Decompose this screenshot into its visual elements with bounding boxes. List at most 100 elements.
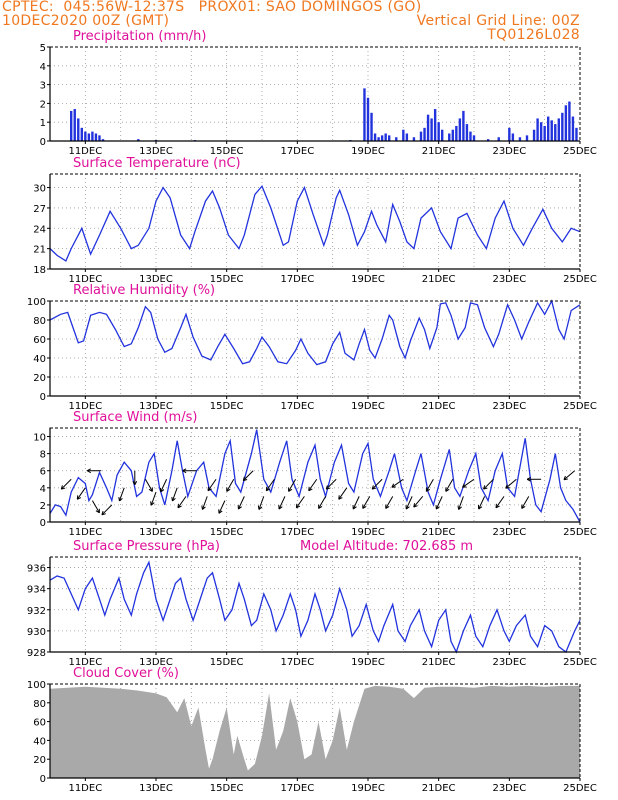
y-tick-label: 80 bbox=[33, 316, 46, 327]
precip-bar bbox=[73, 109, 76, 141]
x-tick-label: 21DEC bbox=[422, 274, 456, 285]
y-tick-label: 100 bbox=[27, 680, 46, 691]
wind-arrow-head bbox=[445, 488, 450, 492]
wind-arrow bbox=[91, 500, 100, 514]
wind-arrow bbox=[435, 496, 443, 510]
header-model-code: TQ0126L028 bbox=[487, 27, 580, 43]
wind-arrow-head bbox=[242, 476, 245, 481]
panel-title-4: Surface Pressure (hPa) bbox=[73, 539, 220, 554]
wind-arrow-head bbox=[338, 497, 343, 500]
x-tick-label: 19DEC bbox=[351, 527, 385, 538]
wind-arrow bbox=[385, 496, 394, 509]
series-line-2 bbox=[49, 299, 581, 366]
y-tick-label: 0 bbox=[40, 137, 46, 148]
precip-bar bbox=[419, 131, 423, 141]
x-tick-label: 19DEC bbox=[351, 274, 385, 285]
y-tick-label: 3 bbox=[40, 81, 46, 92]
x-tick-label: 19DEC bbox=[351, 146, 385, 157]
wind-arrow-head bbox=[495, 505, 500, 509]
y-tick-label: 27 bbox=[33, 204, 46, 215]
wind-arrow-head bbox=[505, 486, 510, 489]
panel-title-1: Surface Temperature (nC) bbox=[73, 156, 241, 171]
y-tick-label: 60 bbox=[33, 718, 46, 729]
precip-bar bbox=[84, 131, 87, 141]
precip-bar bbox=[536, 118, 539, 141]
y-tick-label: 6 bbox=[40, 467, 46, 478]
x-tick-label: 19DEC bbox=[351, 783, 385, 794]
wind-arrow bbox=[207, 478, 217, 492]
wind-arrow-head bbox=[266, 488, 271, 492]
x-tick-label: 21DEC bbox=[422, 401, 456, 412]
wind-arrow bbox=[60, 478, 72, 490]
wind-arrow bbox=[150, 491, 157, 506]
precip-bar bbox=[98, 135, 101, 141]
wind-arrow-head bbox=[426, 488, 431, 492]
x-tick-label: 15DEC bbox=[210, 146, 244, 157]
x-tick-label: 23DEC bbox=[492, 527, 526, 538]
precip-bar bbox=[395, 137, 398, 141]
wind-arrow bbox=[144, 479, 153, 492]
precip-bar bbox=[550, 120, 553, 141]
wind-arrow bbox=[118, 487, 125, 502]
wind-arrow-head bbox=[160, 489, 165, 493]
wind-arrow-head bbox=[278, 506, 283, 510]
wind-arrow-head bbox=[95, 510, 100, 514]
precip-bar bbox=[380, 135, 384, 141]
wind-arrow bbox=[226, 479, 235, 492]
x-tick-label: 21DEC bbox=[422, 527, 456, 538]
wind-arrow bbox=[278, 496, 286, 510]
wind-arrow-head bbox=[101, 513, 106, 516]
wind-arrow-head bbox=[391, 483, 395, 488]
wind-arrow-head bbox=[435, 506, 440, 510]
y-tick-label: 4 bbox=[40, 62, 46, 73]
y-tick-label: 2 bbox=[40, 99, 46, 110]
x-tick-label: 25DEC bbox=[563, 527, 597, 538]
x-tick-label: 13DEC bbox=[139, 527, 173, 538]
precip-bar bbox=[472, 135, 476, 141]
wind-arrow-head bbox=[182, 470, 187, 474]
precip-bar bbox=[70, 110, 73, 141]
wind-arrow-head bbox=[202, 506, 206, 510]
y-tick-label: 24 bbox=[33, 224, 46, 235]
y-tick-label: 928 bbox=[27, 648, 46, 659]
wind-arrow bbox=[265, 478, 275, 492]
wind-arrow-head bbox=[352, 506, 357, 510]
wind-arrow bbox=[505, 478, 517, 489]
y-tick-label: 10 bbox=[33, 433, 46, 444]
y-tick-label: 8 bbox=[40, 450, 46, 461]
x-tick-label: 17DEC bbox=[280, 657, 314, 668]
panel-frame-4 bbox=[49, 556, 581, 653]
wind-arrow-head bbox=[258, 506, 263, 510]
precip-bar bbox=[366, 97, 370, 141]
wind-arrow-head bbox=[505, 484, 508, 489]
y-tick-label: 0 bbox=[40, 774, 46, 785]
precip-bar bbox=[547, 116, 550, 141]
precip-bar bbox=[77, 118, 80, 141]
wind-arrow-head bbox=[458, 506, 462, 510]
x-tick-label: 17DEC bbox=[280, 274, 314, 285]
wind-arrow-head bbox=[61, 487, 66, 490]
wind-arrow-head bbox=[238, 506, 242, 510]
wind-arrow-head bbox=[526, 476, 531, 480]
precip-bar bbox=[455, 125, 458, 141]
precip-bar bbox=[405, 133, 409, 141]
y-tick-label: 100 bbox=[27, 297, 46, 308]
precip-bar bbox=[101, 139, 105, 141]
precip-bar bbox=[469, 131, 472, 141]
wind-arrow-head bbox=[134, 480, 138, 485]
y-tick-label: 1 bbox=[40, 118, 46, 129]
x-tick-label: 25DEC bbox=[563, 657, 597, 668]
y-tick-label: 80 bbox=[33, 699, 46, 710]
x-tick-label: 23DEC bbox=[492, 146, 526, 157]
wind-arrow-head bbox=[172, 497, 176, 502]
precip-bar bbox=[532, 129, 536, 141]
x-tick-label: 17DEC bbox=[280, 783, 314, 794]
wind-arrow bbox=[177, 496, 187, 509]
precip-bar bbox=[451, 129, 454, 141]
precip-bar bbox=[412, 137, 416, 141]
wind-arrow bbox=[201, 496, 208, 510]
x-tick-label: 19DEC bbox=[351, 401, 385, 412]
x-tick-label: 15DEC bbox=[210, 401, 244, 412]
wind-arrow-head bbox=[318, 505, 323, 509]
